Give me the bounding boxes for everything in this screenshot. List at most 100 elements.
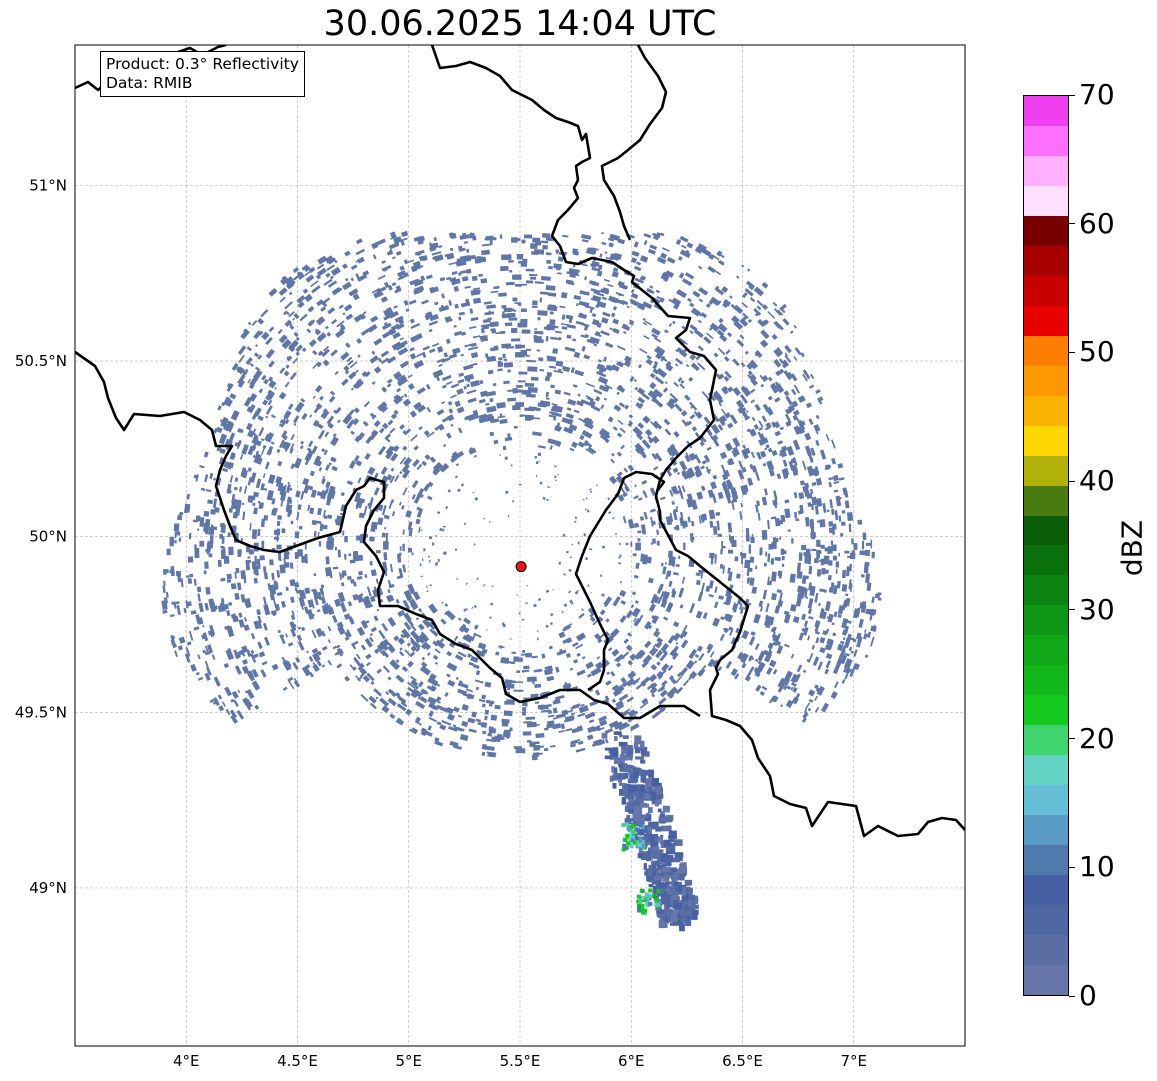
echo-cell — [604, 755, 612, 760]
echo-cell — [653, 875, 662, 881]
echo-cell — [373, 337, 383, 346]
echo-cell — [254, 555, 257, 562]
radar-site-marker — [515, 561, 527, 573]
echo-core-cell — [656, 889, 661, 894]
echo-cell — [620, 600, 626, 606]
echo-cell — [472, 235, 477, 241]
echo-cell — [527, 366, 538, 372]
echo-cell — [799, 480, 805, 486]
echo-cell — [177, 515, 183, 521]
echo-core-cell — [624, 846, 629, 851]
echo-cell — [532, 681, 535, 685]
x-tick-label: 5°E — [395, 1052, 422, 1070]
echo-cell — [171, 601, 176, 605]
echo-cell — [323, 278, 333, 286]
echo-cell — [613, 404, 622, 412]
echo-cell — [505, 281, 515, 286]
echo-cell — [481, 751, 486, 756]
echo-cell — [774, 556, 778, 561]
x-tick-label: 6.5°E — [722, 1052, 763, 1070]
echo-cell — [819, 519, 826, 528]
echo-cell — [654, 801, 659, 807]
echo-cell — [663, 826, 670, 831]
echo-cell — [823, 569, 829, 574]
echo-cell — [618, 763, 624, 768]
echo-cell — [287, 403, 294, 410]
echo-cell — [325, 272, 331, 278]
echo-cell — [792, 686, 798, 693]
y-tick-label: 50.5°N — [15, 352, 67, 370]
echo-cell — [516, 385, 523, 388]
echo-cell — [690, 536, 695, 541]
echo-cell — [525, 354, 530, 357]
echo-cell — [531, 305, 538, 308]
echo-cell — [545, 285, 556, 291]
echo-cell — [616, 774, 626, 780]
echo-cell — [325, 556, 330, 565]
echo-cell — [267, 399, 273, 406]
echo-core-cell — [640, 888, 645, 893]
echo-cell — [857, 519, 863, 525]
echo-cell — [393, 371, 403, 380]
echo-cell — [516, 594, 518, 596]
colorbar — [1023, 95, 1069, 996]
echo-cell — [731, 539, 737, 547]
echo-cell — [546, 371, 553, 377]
echo-cell — [646, 853, 651, 862]
echo-cell — [853, 543, 858, 550]
echo-cell — [241, 665, 250, 674]
echo-cell — [259, 555, 265, 561]
echo-cell — [203, 570, 207, 575]
echo-cell — [829, 527, 833, 534]
colorbar-swatch — [1024, 395, 1068, 426]
echo-cell — [188, 532, 192, 540]
echo-cell — [655, 868, 660, 877]
echo-cell — [871, 551, 875, 559]
echo-cell — [537, 445, 546, 449]
echo-cell — [661, 866, 671, 873]
echo-cell — [240, 570, 247, 580]
colorbar-swatch — [1024, 365, 1068, 396]
colorbar-swatch — [1024, 635, 1068, 666]
echo-cell — [334, 546, 337, 551]
echo-cell — [503, 380, 510, 384]
echo-cell — [400, 230, 409, 238]
colorbar-swatch — [1024, 185, 1068, 216]
echo-cell — [498, 357, 503, 361]
echo-cell — [658, 919, 664, 927]
echo-cell — [273, 536, 280, 540]
echo-cell — [748, 359, 758, 370]
echo-cell — [680, 918, 687, 922]
y-tick-label: 49.5°N — [15, 703, 67, 721]
echo-cell — [407, 681, 416, 689]
echo-cell — [344, 553, 347, 560]
echo-cell — [755, 504, 759, 513]
echo-cell — [524, 701, 528, 707]
echo-cell — [542, 245, 548, 250]
echo-cell — [522, 650, 526, 653]
echo-cell — [846, 566, 850, 577]
echo-cell — [755, 471, 761, 481]
echo-cell — [581, 234, 592, 240]
echo-cell — [437, 558, 440, 562]
echo-cell — [513, 238, 521, 241]
x-tick-label: 7°E — [840, 1052, 867, 1070]
echo-cell — [684, 879, 693, 886]
echo-cell — [249, 549, 254, 555]
echo-cell — [233, 699, 239, 707]
echo-cell — [175, 531, 181, 536]
echo-cell — [784, 499, 790, 504]
echo-cell — [600, 404, 605, 410]
echo-cell — [772, 668, 778, 675]
echo-cell — [363, 401, 371, 408]
echo-cell — [545, 252, 552, 256]
echo-cell — [657, 794, 663, 799]
echo-cell — [549, 311, 554, 315]
echo-cell — [370, 680, 375, 686]
echo-cell — [849, 563, 853, 572]
echo-cell — [844, 550, 850, 554]
echo-cell — [652, 846, 660, 851]
echo-cell — [809, 519, 815, 529]
echo-cell — [522, 711, 526, 716]
echo-cell — [848, 523, 852, 533]
